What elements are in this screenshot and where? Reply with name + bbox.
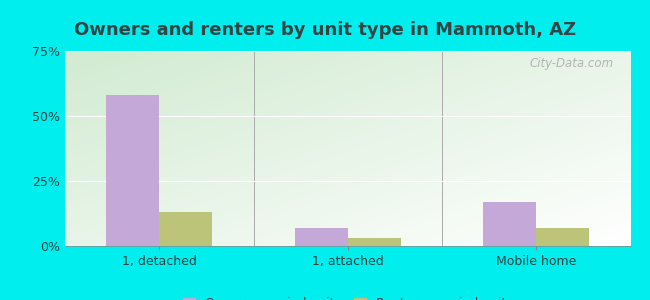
Bar — [159, 212, 212, 246]
Bar — [536, 228, 589, 246]
Bar — [348, 238, 400, 246]
Bar — [107, 95, 159, 246]
Text: City-Data.com: City-Data.com — [529, 57, 614, 70]
Bar — [295, 228, 348, 246]
Bar — [484, 202, 536, 246]
Legend: Owner occupied units, Renter occupied units: Owner occupied units, Renter occupied un… — [179, 293, 517, 300]
Text: Owners and renters by unit type in Mammoth, AZ: Owners and renters by unit type in Mammo… — [74, 21, 576, 39]
